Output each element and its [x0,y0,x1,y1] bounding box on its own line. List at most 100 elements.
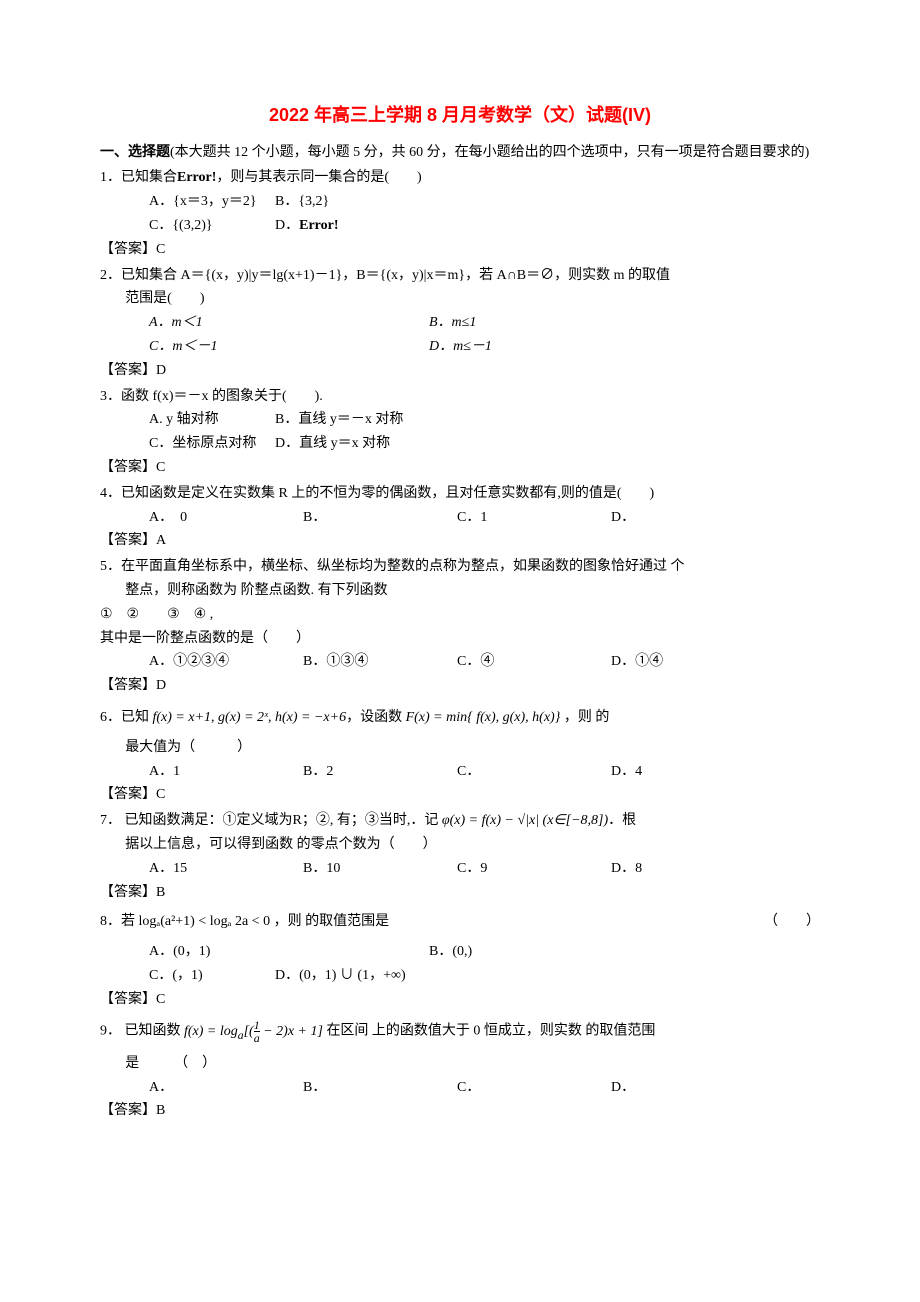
q7-stem-pre: 7． 已知函数满足：①定义域为R；②, 有；③当时,．记 [100,813,442,828]
q8-stem-pre: 8．若 [100,914,139,929]
q6-stem-post: ，则 的 [560,710,609,725]
q4-optD: D． [611,506,765,530]
q6-optA: A．1 [149,760,303,784]
q4-optA: A． 0 [149,506,303,530]
q1-stem-post: ，则与其表示同一集合的是( ) [216,170,421,185]
q8-paren: （ ） [764,910,820,934]
q1-opts-row1: A．{x＝3，y＝2} B．{3,2} [100,190,820,214]
q3-stem: 3．函数 f(x)＝－x 的图象关于( ). [100,385,820,409]
q9-opts: A． B． C． D． [100,1076,820,1100]
q2-optA: A．m＜1 [149,311,429,335]
q4-optC: C．1 [457,506,611,530]
q8-optC: C．(，1) [149,964,275,988]
q3-optC: C．坐标原点对称 [149,432,275,456]
q3-optD: D．直线 y＝x 对称 [275,432,401,456]
q1-optD-error: Error! [299,218,338,233]
q5-line3: ① ② ③ ④ , [100,603,820,627]
q9-optD: D． [611,1076,765,1100]
q3-optA: A. y 轴对称 [149,408,275,432]
q2-answer: 【答案】D [100,359,820,383]
q2-opts-row1: A．m＜1 B．m≤1 [100,311,820,335]
q2-stem-line2: 范围是( ) [100,287,820,311]
q1-answer: 【答案】C [100,238,820,262]
q7-stem-line2: 据以上信息，可以得到函数 的零点个数为（ ） [100,833,820,857]
q1-stem-error: Error! [177,170,216,185]
q9-optC: C． [457,1076,611,1100]
q5-answer: 【答案】D [100,674,820,698]
q1-stem: 1．已知集合Error!，则与其表示同一集合的是( ) [100,166,820,190]
q7-math: φ(x) = f(x) − √|x| (x∈[−8,8]) [442,813,608,828]
q5-optC: C．④ [457,650,611,674]
q2-optD: D．m≤－1 [429,335,597,359]
q5-line4: 其中是一阶整点函数的是（ ） [100,627,820,651]
q9-stem-post: 在区间 上的函数值大于 0 恒成立，则实数 的取值范围 [323,1024,656,1039]
q9-optB: B． [303,1076,457,1100]
q4-answer: 【答案】A [100,529,820,553]
exam-page: 2022 年高三上学期 8 月月考数学（文）试题(IV) 一、选择题(本大题共 … [0,0,920,1163]
q7-optA: A．15 [149,857,303,881]
q1-opts-row2: C．{(3,2)} D．Error! [100,214,820,238]
q9-stem-pre: 9． 已知函数 [100,1024,184,1039]
q7-answer: 【答案】B [100,881,820,905]
q5-stem-line1: 5．在平面直角坐标系中，横坐标、纵坐标均为整数的点称为整点，如果函数的图象恰好通… [100,555,820,579]
q9-stem-line1: 9． 已知函数 f(x) = loga[(1a − 2)x + 1] 在区间 上… [100,1019,820,1045]
section-1-heading-bold: 一、选择题 [100,145,170,160]
q8-optD: D．(0，1) ∪ (1，+∞) [275,964,406,988]
q8-stem: 8．若 logₐ(a²+1) < logₐ 2a < 0 ，则 的取值范围是 （… [100,910,820,934]
q1-optD-pre: D． [275,218,299,233]
q6-optC: C． [457,760,611,784]
q7-optD: D．8 [611,857,765,881]
q1-optD: D．Error! [275,214,401,238]
q8-opts-row1: A．(0，1) B．(0,) [100,940,820,964]
q9-optA: A． [149,1076,303,1100]
q6-optB: B．2 [303,760,457,784]
q5-stem-line2: 整点，则称函数为 阶整点函数. 有下列函数 [100,579,820,603]
q4-opts: A． 0 B． C．1 D． [100,506,820,530]
q7-stem-post: ．根 [608,813,636,828]
q6-opts: A．1 B．2 C． D．4 [100,760,820,784]
q2-opts-row2: C．m＜－1 D．m≤－1 [100,335,820,359]
q3-opts-row2: C．坐标原点对称 D．直线 y＝x 对称 [100,432,820,456]
q2-optC: C．m＜－1 [149,335,429,359]
q1-optB: B．{3,2} [275,190,401,214]
q7-opts: A．15 B．10 C．9 D．8 [100,857,820,881]
q6-stem-line1: 6．已知 f(x) = x+1, g(x) = 2ˣ, h(x) = −x+6，… [100,706,820,730]
q9-math: f(x) = loga[(1a − 2)x + 1] [184,1024,323,1039]
q1-stem-pre: 1．已知集合 [100,170,177,185]
q8-optB: B．(0,) [429,940,597,964]
q5-optA: A．①②③④ [149,650,303,674]
q5-optD: D．①④ [611,650,765,674]
q3-answer: 【答案】C [100,456,820,480]
q7-stem-line1: 7． 已知函数满足：①定义域为R；②, 有；③当时,．记 φ(x) = f(x)… [100,809,820,833]
q6-math2: F(x) = min{ f(x), g(x), h(x)} [406,710,561,725]
q3-optB: B．直线 y＝－x 对称 [275,408,403,432]
q6-stem-mid: ，设函数 [346,710,406,725]
section-1-header: 一、选择题(本大题共 12 个小题，每小题 5 分，共 60 分，在每小题给出的… [100,141,820,165]
q5-optB: B．①③④ [303,650,457,674]
q6-stem-line2: 最大值为（ ） [100,736,820,760]
q6-stem-pre: 6．已知 [100,710,153,725]
q9-stem-line2: 是 （ ） [100,1052,820,1076]
q5-opts: A．①②③④ B．①③④ C．④ D．①④ [100,650,820,674]
q2-optB: B．m≤1 [429,311,597,335]
q1-optC: C．{(3,2)} [149,214,275,238]
q6-answer: 【答案】C [100,783,820,807]
q4-stem: 4．已知函数是定义在实数集 R 上的不恒为零的偶函数，且对任意实数都有,则的值是… [100,482,820,506]
section-1-heading-rest: (本大题共 12 个小题，每小题 5 分，共 60 分，在每小题给出的四个选项中… [170,145,809,160]
q6-math1: f(x) = x+1, g(x) = 2ˣ, h(x) = −x+6 [153,710,347,725]
q4-optB: B． [303,506,457,530]
q6-optD: D．4 [611,760,765,784]
q8-left: 8．若 logₐ(a²+1) < logₐ 2a < 0 ，则 的取值范围是 [100,910,389,934]
q9-answer: 【答案】B [100,1099,820,1123]
q8-optA: A．(0，1) [149,940,429,964]
q1-optA: A．{x＝3，y＝2} [149,190,275,214]
q7-optC: C．9 [457,857,611,881]
q2-stem-line1: 2．已知集合 A＝{(x，y)|y＝lg(x+1)－1}，B＝{(x，y)|x＝… [100,264,820,288]
q7-optB: B．10 [303,857,457,881]
q8-opts-row2: C．(，1) D．(0，1) ∪ (1，+∞) [100,964,820,988]
q8-answer: 【答案】C [100,988,820,1012]
q3-opts-row1: A. y 轴对称 B．直线 y＝－x 对称 [100,408,820,432]
q8-stem-post: ，则 的取值范围是 [270,914,389,929]
exam-title: 2022 年高三上学期 8 月月考数学（文）试题(IV) [100,100,820,131]
q8-math: logₐ(a²+1) < logₐ 2a < 0 [139,914,271,929]
